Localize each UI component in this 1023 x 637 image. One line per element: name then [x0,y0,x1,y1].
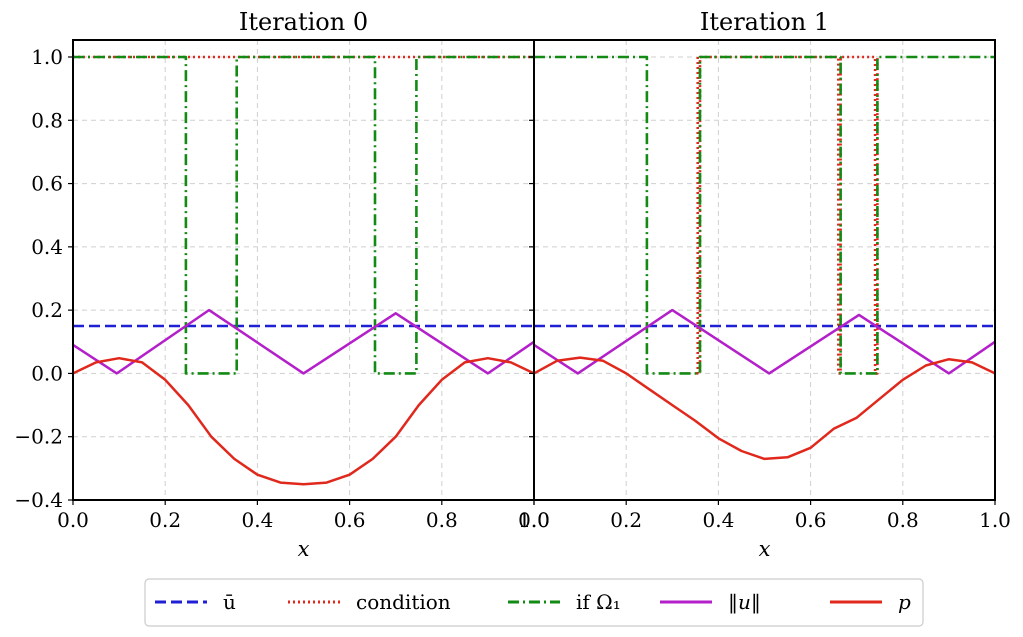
series-2-line [534,55,995,375]
legend-label-1: condition [356,590,451,614]
grid [72,40,535,501]
axes-frame [72,39,535,501]
series-2-line [73,55,534,375]
legend-label-4: p [898,590,911,614]
y-tick-label: 0.4 [31,235,63,259]
y-tick-label: 0.0 [31,361,63,385]
x-tick-label: 0.2 [610,508,642,532]
series-group [534,55,995,461]
y-tick-label: −0.4 [14,488,63,512]
x-axis-label: x [759,537,771,561]
legend-label-3: ‖u‖ [728,590,761,615]
axes-frame [533,39,996,501]
y-tick-label: 1.0 [31,45,63,69]
x-tick-label: 0.6 [795,508,827,532]
y-tick-label: 0.6 [31,172,63,196]
legend-label-0: ū [223,590,236,614]
series-4-line [73,356,534,486]
x-tick-label: 0.0 [518,508,550,532]
x-tick-label: 0.6 [334,508,366,532]
x-tick-label: 1.0 [979,508,1011,532]
x-tick-label: 0.8 [887,508,919,532]
y-tick-label: 0.8 [31,108,63,132]
series-4-line [534,356,995,461]
x-tick-label: 0.4 [241,508,273,532]
series-group [73,55,534,486]
x-axis-label: x [298,537,310,561]
panel-title: Iteration 0 [239,8,368,36]
x-tick-label: 0.2 [149,508,181,532]
panel-0: 0.0 0.2 0.4 0.6 0.8 1.0 −0.4 −0.2 0.0 0.2 0.4 0.6 0.… [14,8,549,561]
x-tick-label: 0.8 [426,508,458,532]
x-tick-label: 0.0 [57,508,89,532]
y-tick-label: 0.2 [31,298,63,322]
series-1-line [696,55,879,375]
panels: 0.0 0.2 0.4 0.6 0.8 1.0−0.4−0.20.00.20.40.60.… [14,8,1010,561]
series-3-line [73,308,534,375]
legend: ū condition if Ω₁ ‖u‖ p [144,578,924,627]
panel-title: Iteration 1 [700,8,829,36]
y-tick-label: −0.2 [14,425,63,449]
panel-1: 0.0 0.2 0.4 0.6 0.8 1.0 Iteration 1 x [518,8,1011,561]
x-tick-label: 1.0 [518,508,550,532]
x-tick-label: 0.4 [702,508,734,532]
series-3-line [534,308,995,375]
grid [533,40,996,501]
legend-label-2: if Ω₁ [576,590,621,614]
